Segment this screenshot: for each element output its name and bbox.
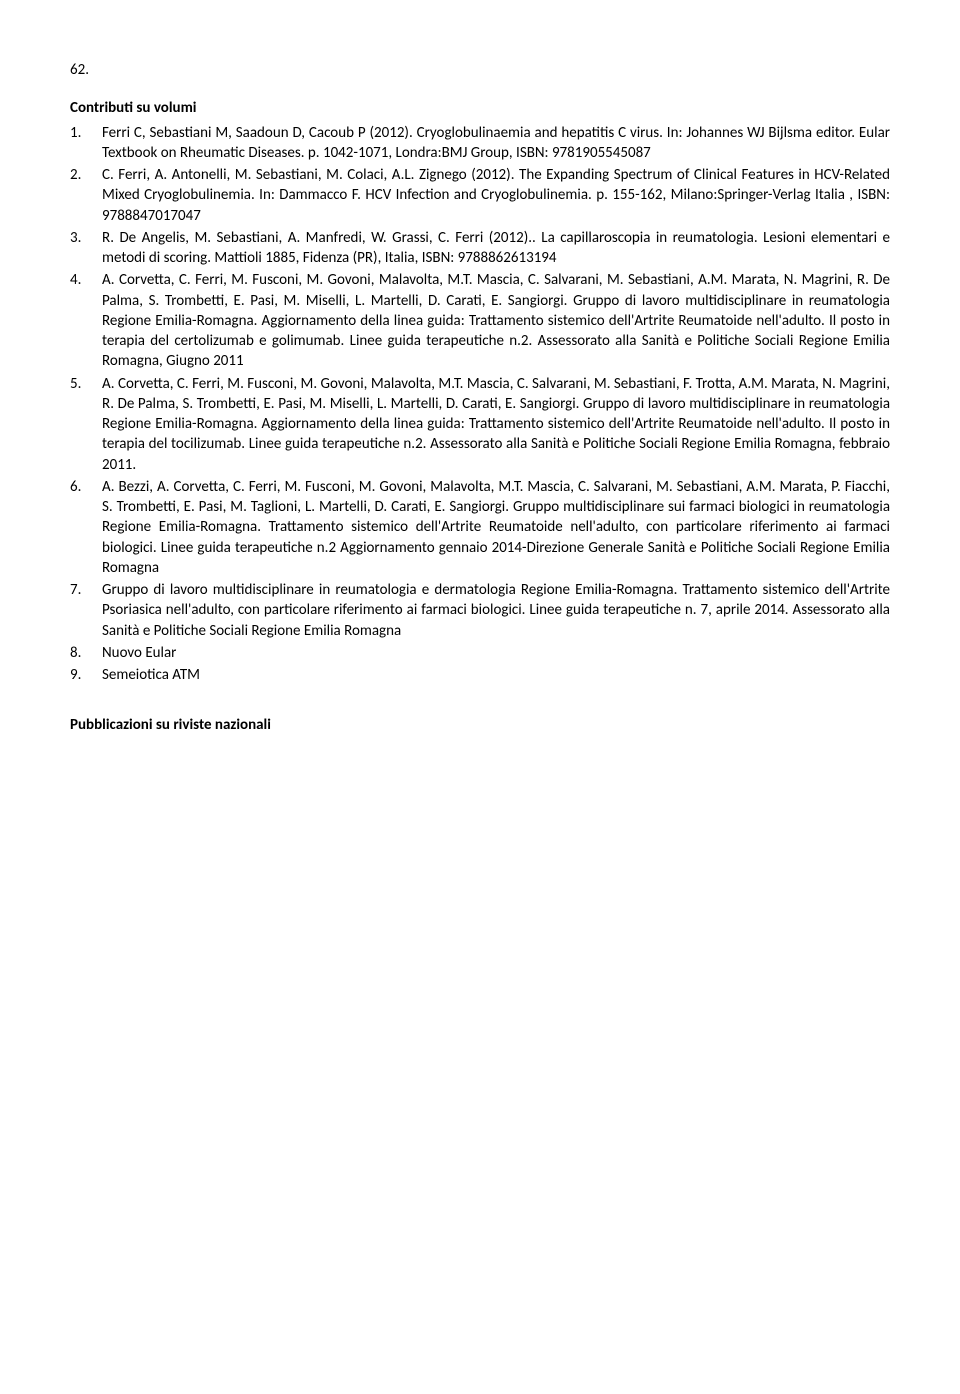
- list-item-text: Ferri C, Sebastiani M, Saadoun D, Cacoub…: [102, 123, 890, 164]
- list-item: 9.Semeiotica ATM: [70, 665, 890, 685]
- list-item-number: 2.: [70, 165, 102, 226]
- list-item: 3.R. De Angelis, M. Sebastiani, A. Manfr…: [70, 228, 890, 269]
- list-item: 8.Nuovo Eular: [70, 643, 890, 663]
- list-item: 6.A. Bezzi, A. Corvetta, C. Ferri, M. Fu…: [70, 477, 890, 578]
- list-item-number: 1.: [70, 123, 102, 164]
- list-item-number: 8.: [70, 643, 102, 663]
- list-item-text: A. Corvetta, C. Ferri, M. Fusconi, M. Go…: [102, 374, 890, 475]
- list-item-text: Semeiotica ATM: [102, 665, 890, 685]
- list-item-number: 4.: [70, 270, 102, 371]
- list-item-text: Nuovo Eular: [102, 643, 890, 663]
- section-heading: Contributi su volumi: [70, 98, 890, 118]
- list-item: 4.A. Corvetta, C. Ferri, M. Fusconi, M. …: [70, 270, 890, 371]
- list-item-text: A. Corvetta, C. Ferri, M. Fusconi, M. Go…: [102, 270, 890, 371]
- list-item: 5.A. Corvetta, C. Ferri, M. Fusconi, M. …: [70, 374, 890, 475]
- list-item-number: 5.: [70, 374, 102, 475]
- list-item: 2.C. Ferri, A. Antonelli, M. Sebastiani,…: [70, 165, 890, 226]
- list-item-number: 9.: [70, 665, 102, 685]
- bottom-section-heading: Pubblicazioni su riviste nazionali: [70, 715, 890, 735]
- contributions-list: 1.Ferri C, Sebastiani M, Saadoun D, Caco…: [70, 123, 890, 686]
- list-item-text: A. Bezzi, A. Corvetta, C. Ferri, M. Fusc…: [102, 477, 890, 578]
- list-item: 1.Ferri C, Sebastiani M, Saadoun D, Caco…: [70, 123, 890, 164]
- list-item-text: C. Ferri, A. Antonelli, M. Sebastiani, M…: [102, 165, 890, 226]
- list-item: 7.Gruppo di lavoro multidisciplinare in …: [70, 580, 890, 641]
- list-item-number: 7.: [70, 580, 102, 641]
- list-item-text: R. De Angelis, M. Sebastiani, A. Manfred…: [102, 228, 890, 269]
- page-number: 62.: [70, 60, 890, 80]
- list-item-number: 6.: [70, 477, 102, 578]
- list-item-text: Gruppo di lavoro multidisciplinare in re…: [102, 580, 890, 641]
- list-item-number: 3.: [70, 228, 102, 269]
